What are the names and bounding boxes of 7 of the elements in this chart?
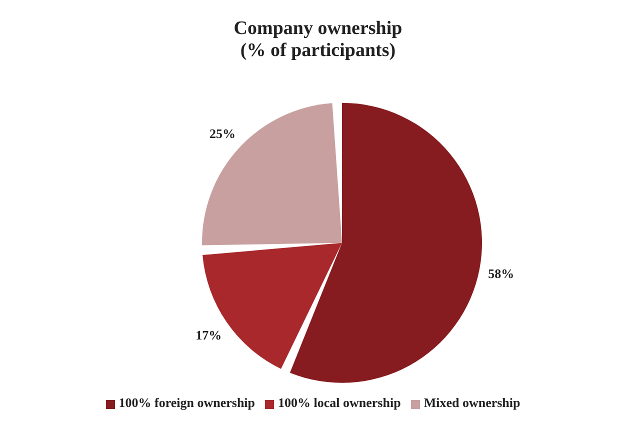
legend-label: 100% foreign ownership xyxy=(118,395,256,410)
data-label: 58% xyxy=(488,266,514,282)
data-label: 25% xyxy=(210,126,236,141)
chart-title: Company ownership (% of participants) xyxy=(232,18,404,62)
legend-label: Mixed ownership xyxy=(424,395,520,410)
data-label: 17% xyxy=(196,327,222,342)
legend-label: 100% local ownership xyxy=(278,395,401,410)
